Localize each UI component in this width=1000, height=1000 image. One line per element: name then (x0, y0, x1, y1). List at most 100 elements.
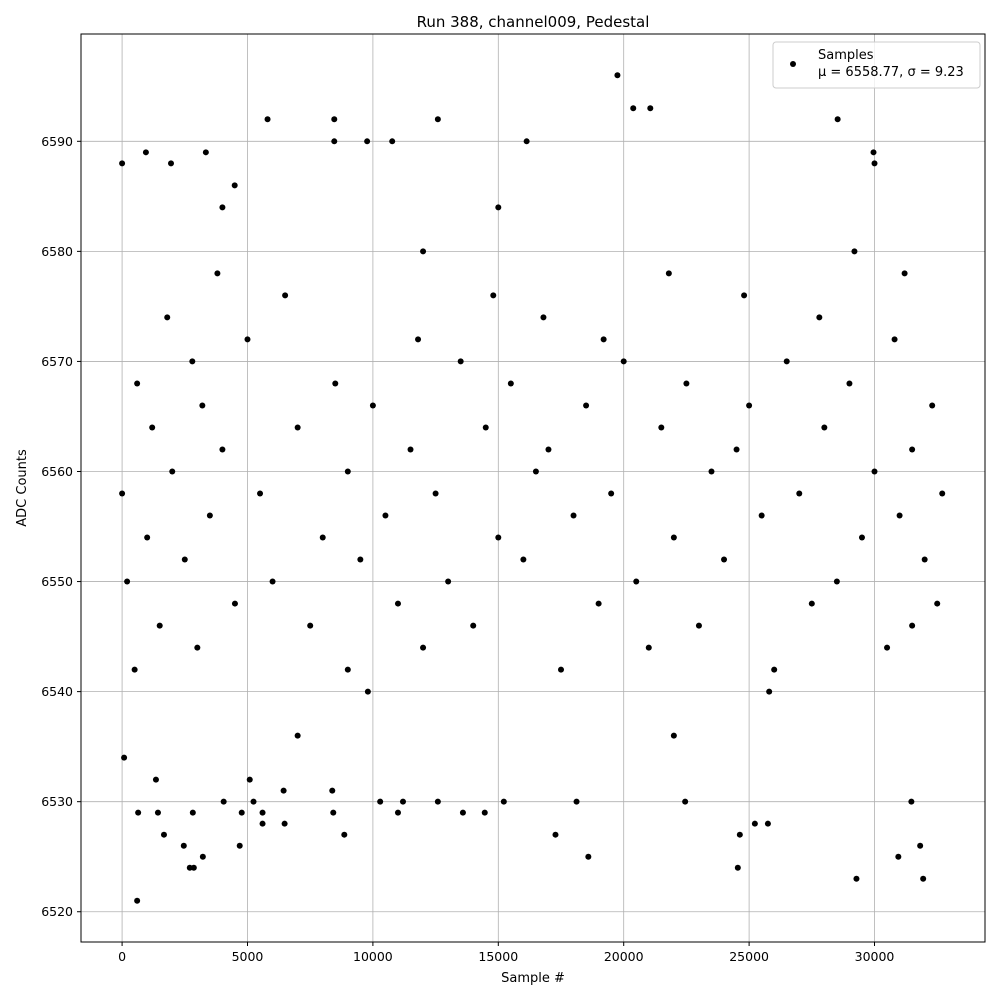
point (269, 578, 276, 585)
y-axis-label: ADC Counts (15, 449, 30, 527)
point (199, 853, 206, 860)
point (194, 644, 201, 651)
point (734, 864, 741, 871)
point (344, 666, 351, 673)
point (741, 292, 748, 299)
point (751, 820, 758, 827)
legend-note: μ = 6558.77, σ = 9.23 (818, 65, 964, 80)
point (164, 314, 171, 321)
point (341, 831, 348, 838)
point (620, 358, 627, 365)
point (156, 622, 163, 629)
point (929, 402, 936, 409)
point (796, 490, 803, 497)
point (214, 270, 221, 277)
y-tick-label: 6540 (41, 684, 73, 699)
point (520, 556, 527, 563)
point (558, 666, 565, 673)
point (189, 358, 196, 365)
point (331, 138, 338, 145)
point (281, 820, 288, 827)
point (670, 732, 677, 739)
point (432, 490, 439, 497)
point (142, 149, 149, 156)
point (152, 776, 159, 783)
point (853, 875, 860, 882)
x-tick-label: 5000 (232, 949, 264, 964)
point (280, 787, 287, 794)
point (407, 446, 414, 453)
point (783, 358, 790, 365)
point (490, 292, 497, 299)
point (259, 809, 266, 816)
point (434, 116, 441, 123)
point (733, 446, 740, 453)
point (764, 820, 771, 827)
point (682, 798, 689, 805)
point (332, 380, 339, 387)
point (758, 512, 765, 519)
point (329, 787, 336, 794)
point (851, 248, 858, 255)
point (259, 820, 266, 827)
point (870, 149, 877, 156)
point (319, 534, 326, 541)
point (160, 831, 167, 838)
point (808, 600, 815, 607)
point (633, 578, 640, 585)
point (665, 270, 672, 277)
y-tick-label: 6520 (41, 904, 73, 919)
point (721, 556, 728, 563)
legend-marker (790, 61, 796, 67)
point (908, 798, 915, 805)
point (236, 842, 243, 849)
point (645, 644, 652, 651)
point (134, 897, 141, 904)
point (833, 578, 840, 585)
point (573, 798, 580, 805)
point (330, 809, 337, 816)
point (482, 424, 489, 431)
y-tick-label: 6580 (41, 244, 73, 259)
point (399, 798, 406, 805)
point (231, 182, 238, 189)
point (121, 754, 128, 761)
point (124, 578, 131, 585)
point (144, 534, 151, 541)
point (909, 622, 916, 629)
legend-label: Samples (818, 48, 874, 63)
point (415, 336, 422, 343)
point (154, 809, 161, 816)
point (131, 666, 138, 673)
point (595, 600, 602, 607)
point (495, 534, 502, 541)
point (457, 358, 464, 365)
x-tick-label: 20000 (604, 949, 644, 964)
point (495, 204, 502, 211)
point (344, 468, 351, 475)
y-tick-label: 6590 (41, 134, 73, 149)
point (920, 875, 927, 882)
point (394, 809, 401, 816)
point (246, 776, 253, 783)
point (264, 116, 271, 123)
point (858, 534, 865, 541)
point (481, 809, 488, 816)
point (389, 138, 396, 145)
point (434, 798, 441, 805)
point (507, 380, 514, 387)
point (532, 468, 539, 475)
point (134, 380, 141, 387)
point (307, 622, 314, 629)
point (250, 798, 257, 805)
y-tick-label: 6560 (41, 464, 73, 479)
point (219, 446, 226, 453)
point (846, 380, 853, 387)
point (119, 490, 126, 497)
point (695, 622, 702, 629)
point (500, 798, 507, 805)
point (608, 490, 615, 497)
point (683, 380, 690, 387)
x-tick-label: 0 (118, 949, 126, 964)
